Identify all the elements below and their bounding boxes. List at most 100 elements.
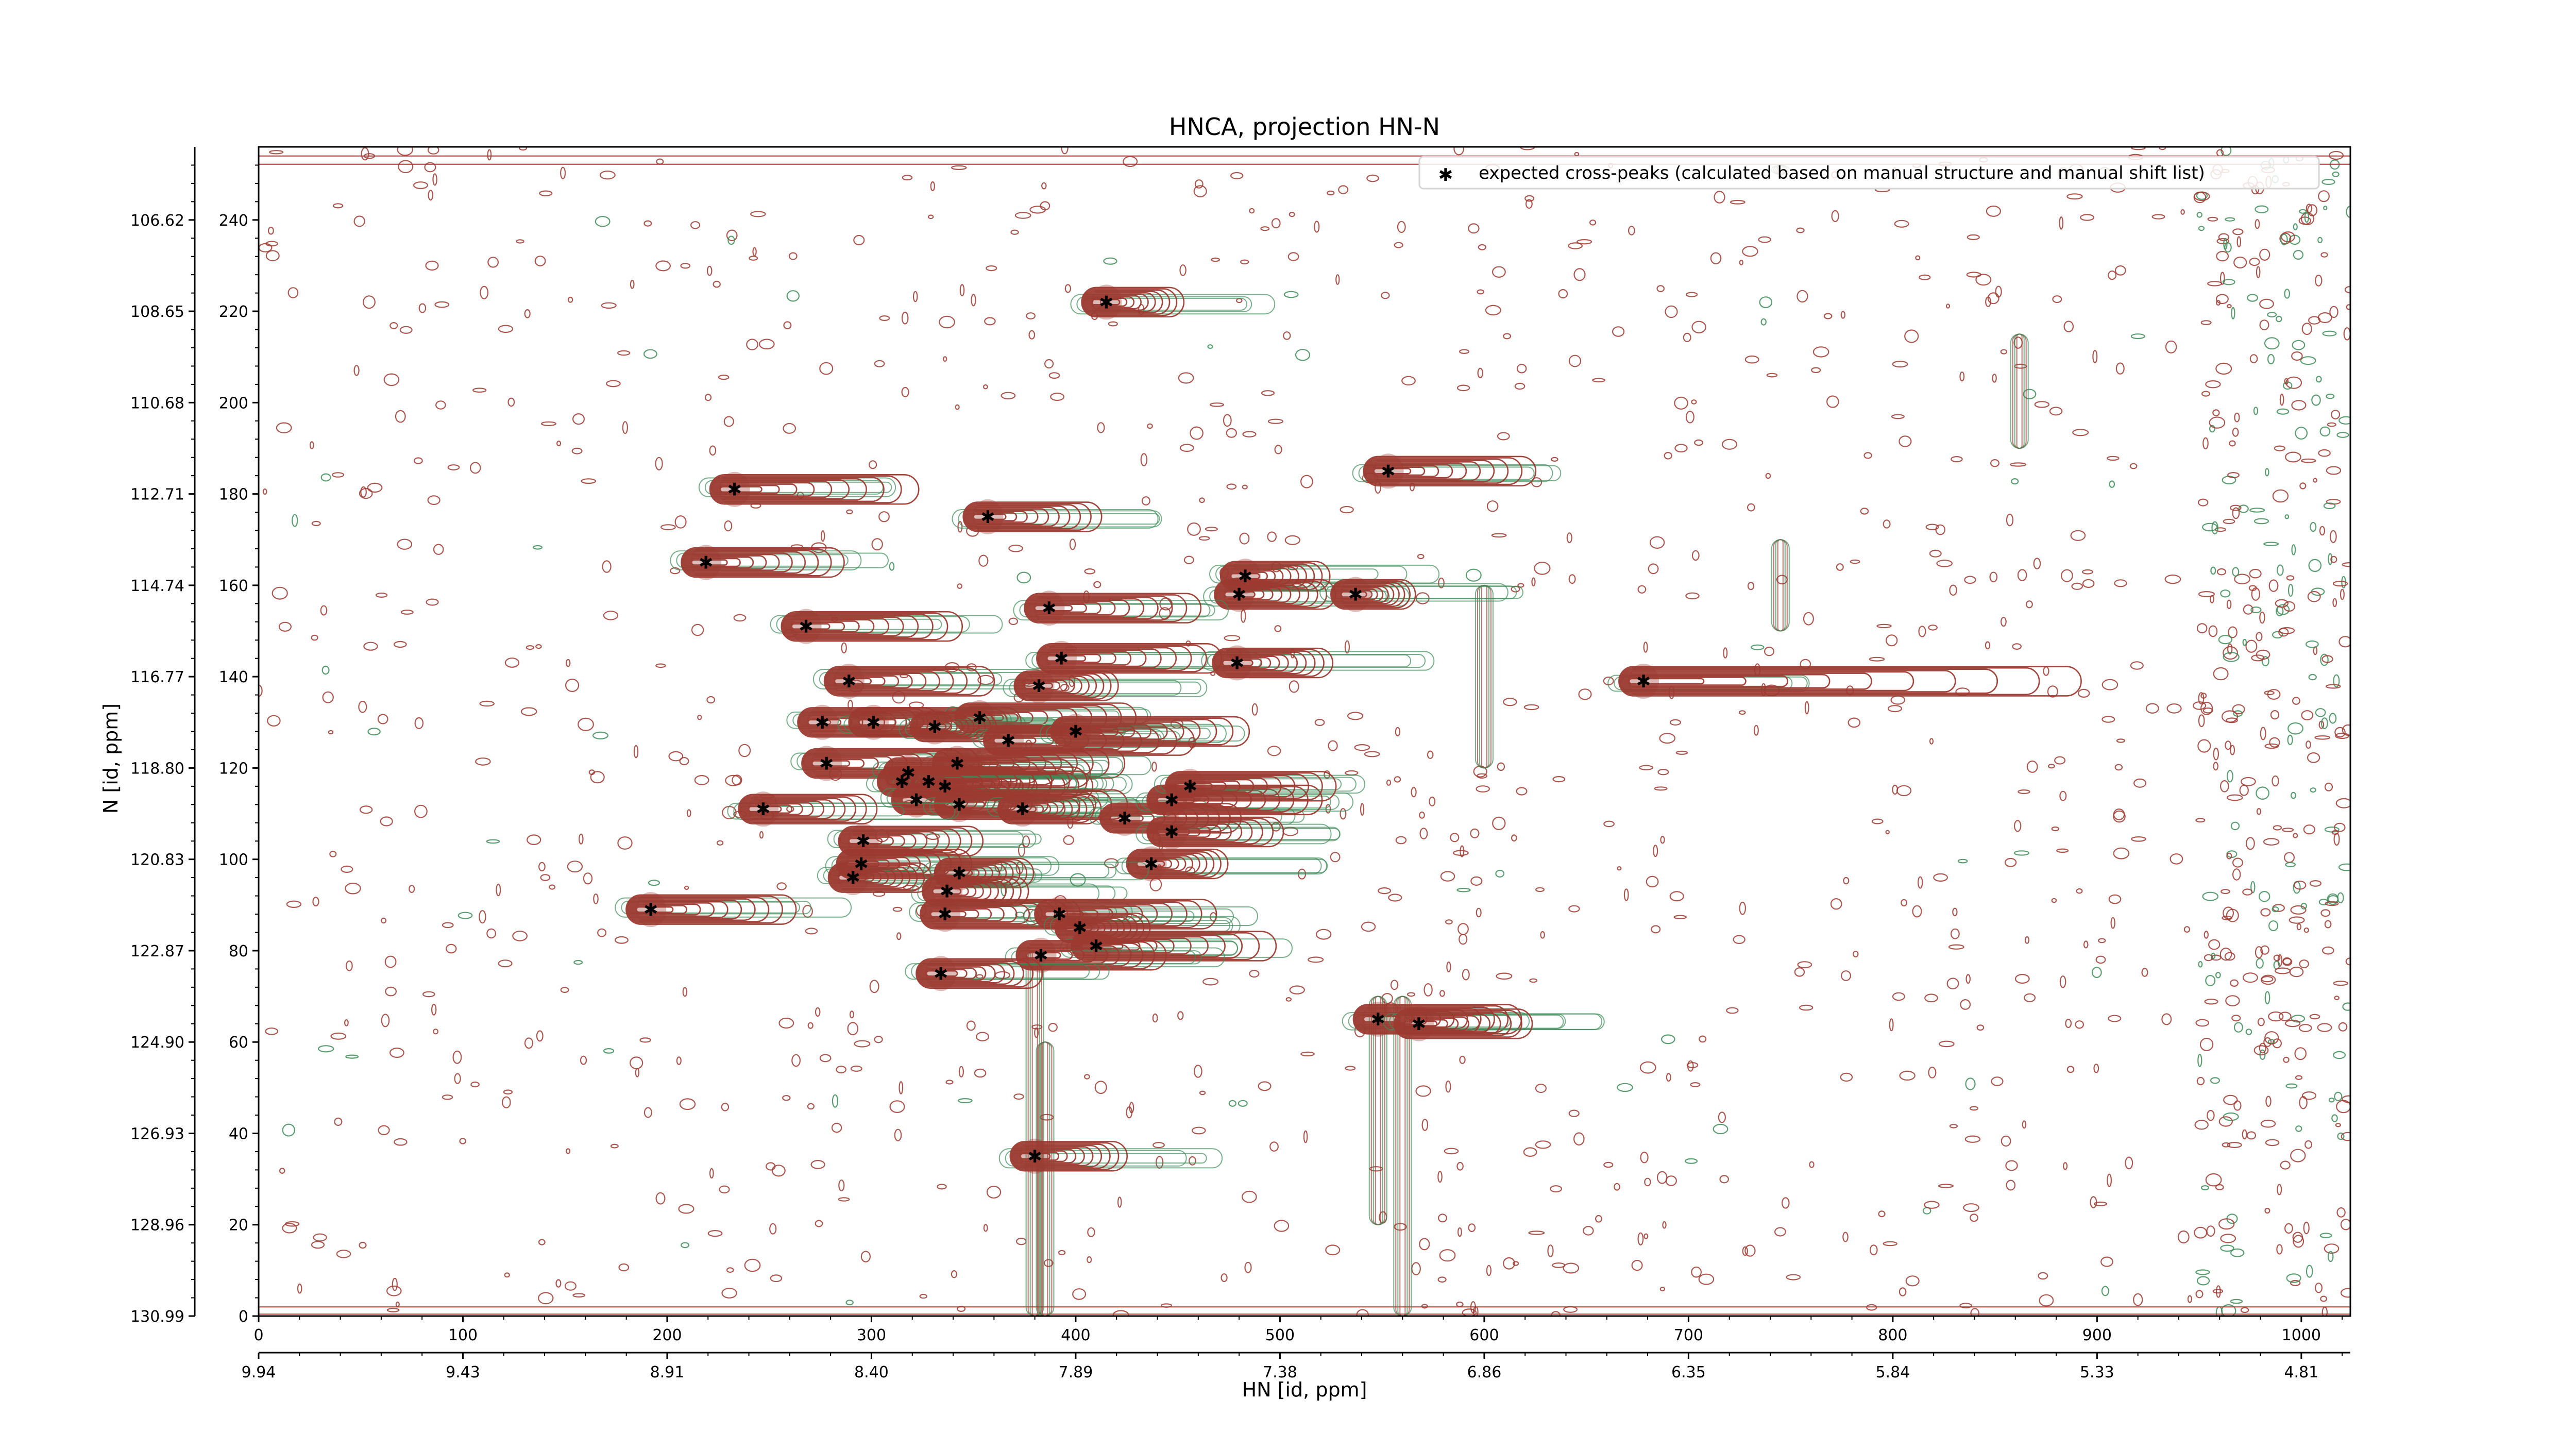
noise-contour <box>912 291 918 302</box>
noise-contour <box>854 1040 871 1048</box>
noise-contour <box>2337 892 2344 904</box>
noise-contour <box>1395 727 1401 737</box>
noise-contour <box>578 717 594 731</box>
noise-contour <box>2205 380 2221 389</box>
noise-contour <box>744 1258 761 1272</box>
noise-contour <box>1438 577 1445 588</box>
noise-contour <box>807 1022 814 1029</box>
noise-contour <box>1112 1310 1129 1316</box>
noise-contour <box>2300 458 2316 463</box>
noise-contour <box>2333 822 2346 832</box>
x-tick-label: 600 <box>1469 1326 1499 1344</box>
peak-contour <box>670 545 889 580</box>
noise-contour <box>680 263 691 269</box>
noise-contour <box>2211 521 2218 535</box>
noise-contour <box>1840 311 1845 319</box>
noise-contour <box>1477 367 1483 379</box>
noise-contour <box>2208 625 2218 637</box>
noise-contour <box>2230 821 2240 831</box>
noise-contour <box>2289 966 2304 978</box>
noise-contour <box>783 423 796 434</box>
noise-contour <box>1831 210 1839 222</box>
noise-contour <box>2280 1160 2291 1170</box>
noise-contour <box>902 175 913 181</box>
noise-contour <box>2268 1011 2284 1022</box>
noise-contour <box>1960 999 1971 1010</box>
noise-contour <box>571 447 583 454</box>
noise-contour <box>1041 182 1047 190</box>
noise-contour <box>389 1047 404 1058</box>
noise-contour <box>759 831 764 839</box>
noise-contour <box>2232 567 2240 577</box>
noise-contour <box>971 294 976 307</box>
noise-contour <box>549 884 556 890</box>
noise-contour <box>375 592 388 598</box>
noise-contour <box>2227 770 2233 783</box>
noise-contour <box>807 1103 815 1110</box>
noise-contour <box>838 1197 850 1202</box>
noise-contour <box>1853 950 1859 957</box>
noise-contour <box>1573 1132 1585 1145</box>
noise-contour <box>1928 625 1938 631</box>
noise-contour <box>1456 384 1470 392</box>
noise-contour <box>1462 969 1470 981</box>
noise-contour <box>633 745 639 759</box>
noise-contour <box>845 1300 854 1306</box>
noise-contour <box>2223 1094 2238 1105</box>
expected-cross-peak-marker: ✱ <box>972 708 987 729</box>
noise-contour <box>1583 1226 1594 1236</box>
noise-contour <box>2223 518 2235 525</box>
noise-contour <box>394 1138 408 1146</box>
noise-contour <box>2209 425 2215 433</box>
noise-contour <box>2014 973 2030 984</box>
noise-contour <box>927 214 934 220</box>
noise-contour <box>2219 272 2225 285</box>
noise-contour <box>2251 587 2260 601</box>
noise-contour <box>1283 291 1299 298</box>
noise-contour <box>1739 710 1746 715</box>
peak-contour <box>1383 1006 1605 1041</box>
noise-contour <box>1840 1072 1853 1082</box>
expected-cross-peak-marker: ✱ <box>950 754 965 774</box>
noise-contour <box>1534 562 1551 575</box>
expected-cross-peak-marker: ✱ <box>699 553 714 574</box>
noise-contour <box>617 836 633 850</box>
noise-contour <box>2066 1066 2075 1073</box>
noise-contour <box>2299 959 2309 969</box>
noise-contour <box>1540 931 1545 939</box>
noise-contour <box>782 1094 791 1101</box>
noise-contour <box>1097 422 1105 433</box>
noise-contour <box>1395 836 1407 845</box>
noise-contour <box>2247 294 2259 302</box>
noise-contour <box>694 774 709 785</box>
noise-contour <box>345 1054 359 1059</box>
noise-contour <box>1690 1082 1701 1087</box>
noise-contour <box>2232 704 2245 715</box>
expected-cross-peak-marker: ✱ <box>1027 1147 1042 1167</box>
noise-contour <box>2285 862 2296 868</box>
noise-contour <box>2322 330 2337 336</box>
noise-contour <box>2329 306 2338 318</box>
noise-contour <box>346 960 353 971</box>
noise-contour <box>889 562 895 571</box>
noise-contour <box>1267 746 1281 756</box>
noise-contour <box>2327 1251 2334 1262</box>
noise-contour <box>1918 626 1926 637</box>
noise-contour <box>1010 229 1019 235</box>
noise-contour <box>320 473 331 482</box>
noise-contour <box>643 1107 652 1118</box>
noise-contour <box>1577 239 1592 245</box>
noise-contour <box>1177 1011 1184 1020</box>
noise-contour <box>738 744 751 757</box>
noise-contour <box>2251 654 2265 662</box>
noise-contour <box>1685 292 1698 297</box>
noise-contour <box>2230 1299 2243 1304</box>
noise-contour <box>2253 1045 2269 1056</box>
noise-contour <box>1985 641 1991 650</box>
y-tick-label: 60 <box>229 1034 248 1052</box>
noise-contour <box>601 302 617 309</box>
noise-contour <box>560 987 569 993</box>
noise-contour <box>1970 1308 1979 1316</box>
noise-contour <box>1437 1276 1447 1283</box>
noise-contour <box>1687 1060 1694 1072</box>
